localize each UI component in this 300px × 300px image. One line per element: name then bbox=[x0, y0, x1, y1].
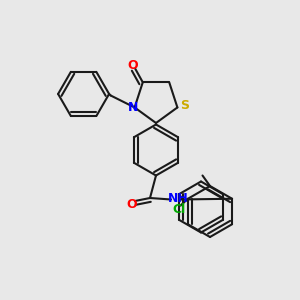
Text: S: S bbox=[180, 100, 189, 112]
Text: O: O bbox=[127, 197, 137, 211]
Text: N: N bbox=[128, 101, 138, 114]
Text: Cl: Cl bbox=[172, 203, 185, 216]
Text: NH: NH bbox=[168, 192, 189, 205]
Text: O: O bbox=[128, 59, 138, 72]
